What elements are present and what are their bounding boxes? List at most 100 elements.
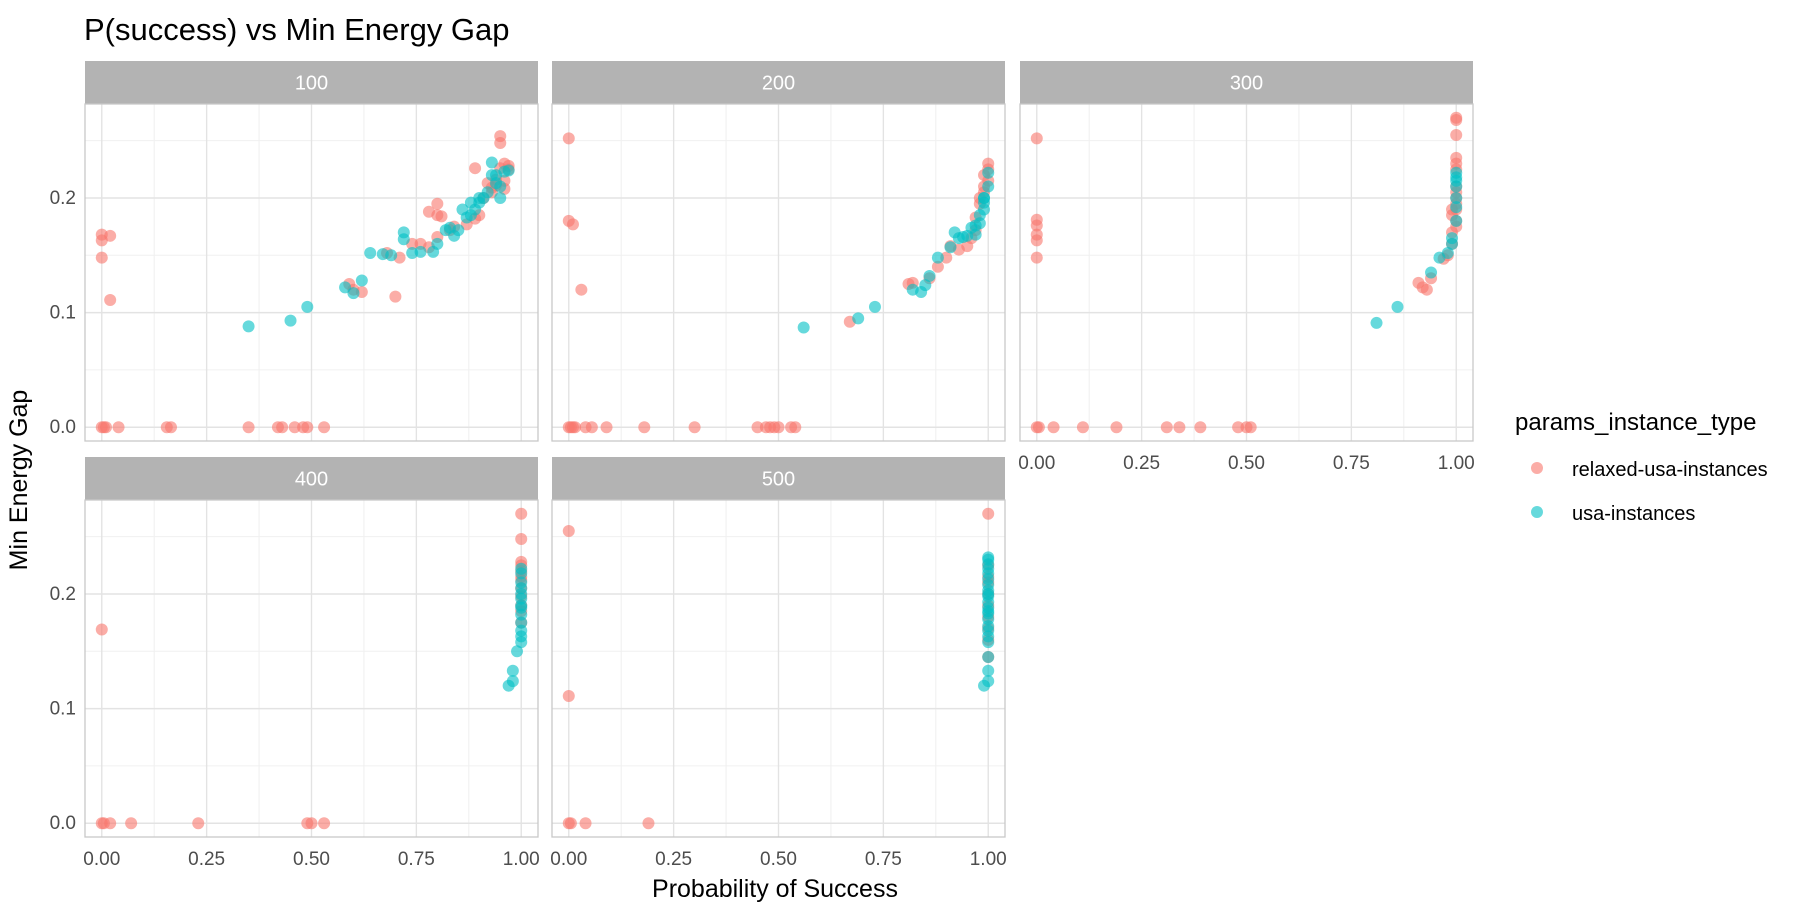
data-point-relaxed-usa-instances (1450, 128, 1463, 141)
data-point-relaxed-usa-instances (982, 507, 995, 520)
data-point-usa-instances (923, 269, 936, 282)
data-point-usa-instances (982, 587, 995, 600)
data-point-relaxed-usa-instances (1420, 283, 1433, 296)
facet-panel-400: 400 (84, 457, 539, 838)
data-point-relaxed-usa-instances (569, 421, 582, 434)
data-point-relaxed-usa-instances (112, 421, 125, 434)
data-point-usa-instances (1450, 171, 1463, 184)
data-point-usa-instances (494, 191, 507, 204)
data-point-relaxed-usa-instances (1232, 421, 1245, 434)
x-tick-label: 0.25 (655, 849, 692, 870)
facet-strip-label: 400 (295, 469, 328, 491)
panel-border (551, 103, 1006, 442)
x-tick-label: 0.75 (865, 849, 902, 870)
data-point-relaxed-usa-instances (95, 623, 108, 636)
y-tick-label: 0.0 (50, 417, 76, 438)
data-point-relaxed-usa-instances (585, 421, 598, 434)
data-point-usa-instances (1450, 201, 1463, 214)
data-point-usa-instances (347, 287, 360, 300)
data-point-usa-instances (364, 247, 377, 260)
facet-panels: 100 200 300 400 500 (84, 61, 1474, 838)
data-point-relaxed-usa-instances (1030, 251, 1043, 264)
data-point-usa-instances (982, 651, 995, 664)
data-point-relaxed-usa-instances (318, 421, 331, 434)
data-point-relaxed-usa-instances (288, 421, 301, 434)
x-tick-label: 0.75 (398, 849, 435, 870)
data-point-usa-instances (515, 587, 528, 600)
data-point-usa-instances (1446, 232, 1459, 245)
x-tick-label: 1.00 (970, 849, 1007, 870)
data-point-usa-instances (969, 228, 982, 241)
data-point-usa-instances (982, 166, 995, 179)
data-point-usa-instances (452, 224, 465, 237)
data-point-relaxed-usa-instances (276, 421, 289, 434)
data-point-usa-instances (982, 675, 995, 688)
data-point-usa-instances (1425, 266, 1438, 279)
x-axis-title: Probability of Success (652, 875, 898, 903)
data-point-relaxed-usa-instances (931, 260, 944, 273)
data-point-usa-instances (515, 562, 528, 575)
data-point-usa-instances (982, 605, 995, 618)
data-point-usa-instances (1441, 247, 1454, 260)
x-tick-label: 0.25 (188, 849, 225, 870)
data-point-relaxed-usa-instances (389, 290, 402, 303)
panel-border (84, 103, 539, 442)
data-point-relaxed-usa-instances (318, 817, 331, 830)
data-point-relaxed-usa-instances (1450, 114, 1463, 127)
data-point-usa-instances (868, 300, 881, 313)
data-point-usa-instances (919, 279, 932, 292)
data-point-usa-instances (506, 675, 519, 688)
data-point-relaxed-usa-instances (515, 507, 528, 520)
data-point-relaxed-usa-instances (772, 421, 785, 434)
data-point-relaxed-usa-instances (562, 524, 575, 537)
data-point-relaxed-usa-instances (1047, 421, 1060, 434)
facet-strip (1020, 61, 1473, 104)
data-point-relaxed-usa-instances (305, 817, 318, 830)
data-point-usa-instances (301, 300, 314, 313)
data-point-relaxed-usa-instances (575, 283, 588, 296)
x-tick-label: 0.75 (1333, 453, 1370, 474)
data-point-relaxed-usa-instances (1076, 421, 1089, 434)
data-point-relaxed-usa-instances (242, 421, 255, 434)
legend: params_instance_type relaxed-usa-instanc… (1515, 409, 1768, 525)
data-point-relaxed-usa-instances (494, 136, 507, 149)
data-point-relaxed-usa-instances (688, 421, 701, 434)
data-point-usa-instances (797, 321, 810, 334)
panel-border (551, 499, 1006, 838)
facet-strip-label: 500 (762, 469, 795, 491)
x-tick-label: 1.00 (1438, 453, 1475, 474)
x-tick-label: 0.50 (293, 849, 330, 870)
facet-strip (85, 457, 538, 500)
data-point-relaxed-usa-instances (125, 817, 138, 830)
data-point-usa-instances (1370, 316, 1383, 329)
data-point-relaxed-usa-instances (789, 421, 802, 434)
data-point-relaxed-usa-instances (99, 421, 112, 434)
data-point-usa-instances (515, 576, 528, 589)
data-point-relaxed-usa-instances (751, 421, 764, 434)
data-point-usa-instances (1391, 300, 1404, 313)
data-point-usa-instances (982, 664, 995, 677)
legend-title: params_instance_type (1515, 409, 1756, 436)
data-point-relaxed-usa-instances (192, 817, 205, 830)
legend-label-relaxed-usa-instances: relaxed-usa-instances (1572, 459, 1768, 481)
data-point-usa-instances (982, 551, 995, 564)
data-point-usa-instances (481, 186, 494, 199)
facet-strip-label: 200 (762, 73, 795, 95)
data-point-usa-instances (284, 314, 297, 327)
data-point-relaxed-usa-instances (1030, 132, 1043, 145)
data-point-relaxed-usa-instances (562, 690, 575, 703)
data-point-relaxed-usa-instances (1160, 421, 1173, 434)
y-axis-tick-labels: 0.0 0.1 0.2 0.0 0.1 0.2 (50, 188, 76, 834)
data-point-usa-instances (515, 601, 528, 614)
data-point-relaxed-usa-instances (982, 157, 995, 170)
data-point-usa-instances (355, 274, 368, 287)
facet-strip (552, 61, 1005, 104)
facet-panel-500: 500 (551, 457, 1006, 838)
data-point-relaxed-usa-instances (642, 817, 655, 830)
panel-border (1019, 103, 1474, 442)
data-point-relaxed-usa-instances (566, 218, 579, 231)
data-point-relaxed-usa-instances (1450, 157, 1463, 170)
data-point-usa-instances (490, 169, 503, 182)
legend-key-usa-instances (1531, 506, 1543, 518)
